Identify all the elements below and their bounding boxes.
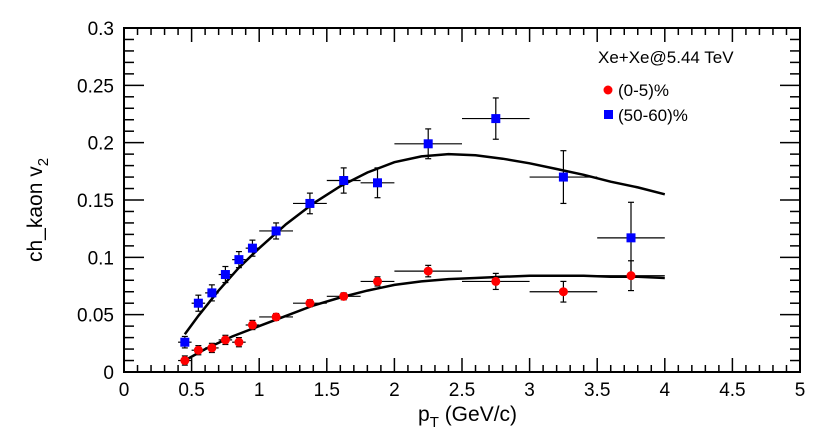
data-point-series-0 [193,345,203,355]
data-point-series-1 [193,298,203,308]
data-point-series-1 [207,288,217,298]
legend-label-50-60: (50-60)% [618,106,688,125]
fit-(0-5)%-curve [184,274,665,362]
x-tick-label: 2.5 [449,380,475,401]
data-point-series-0 [423,266,433,276]
legend-marker-50-60 [604,110,613,119]
data-point-series-0 [234,337,244,347]
x-tick-label: 3.5 [584,380,610,401]
x-tick-label: 5 [795,380,806,401]
data-point-series-0 [558,287,568,297]
y-tick-label: 0 [103,363,114,384]
x-axis-label: pT (GeV/c) [418,403,517,431]
data-point-series-1 [558,172,568,182]
x-tick-label: 4.5 [719,380,745,401]
x-axis-label-unit: (GeV/c) [439,403,517,426]
data-point-series-1 [220,270,230,280]
data-point-series-0 [220,335,230,345]
data-point-series-0 [271,312,281,322]
legend-label-0-5: (0-5)% [618,81,669,100]
data-point-series-1 [271,226,281,236]
data-point-series-1 [491,114,501,124]
data-point-series-0 [626,271,636,281]
data-point-series-0 [339,291,349,301]
data-point-series-0 [207,343,217,353]
data-point-series-1 [247,243,257,253]
x-tick-label: 0 [119,380,130,401]
x-tick-label: 4 [660,380,671,401]
axis-ticks [123,27,801,373]
x-axis-label-sub: T [430,414,439,431]
data-point-series-1 [423,139,433,149]
data-point-series-1 [626,233,636,243]
data-point-series-0 [305,298,315,308]
y-axis-label-main: ch_kaon v [24,166,47,262]
y-tick-label: 0.1 [88,248,114,269]
x-axis-label-main: p [418,403,430,426]
x-tick-label: 1 [254,380,265,401]
y-tick-label: 0.25 [77,76,114,97]
data-point-series-0 [180,356,190,366]
data-point-series-1 [339,176,349,186]
data-point-series-1 [234,255,244,265]
y-tick-label: 0.05 [77,306,114,327]
data-point-series-0 [491,276,501,286]
x-tick-label: 1.5 [314,380,340,401]
y-tick-label: 0.3 [88,19,114,40]
data-point-series-1 [305,198,315,208]
axis-tick-labels: 0 0.5 1 1.5 2 2.5 3 3.5 4 4.5 5 0 0.05 0.1 0.15 0.2 0.25… [77,19,805,401]
legend-title: Xe+Xe@5.44 TeV [598,48,734,67]
y-tick-label: 0.15 [77,191,114,212]
legend-marker-0-5 [603,85,613,95]
x-tick-label: 0.5 [178,380,204,401]
data-markers [180,114,636,366]
legend: Xe+Xe@5.44 TeV (0-5)% (50-60)% [598,48,734,125]
data-point-series-0 [373,276,382,286]
fit-(50-60)%-curve [183,152,666,335]
data-point-series-1 [373,178,382,188]
data-point-series-0 [247,320,257,330]
y-axis-label-sub: 2 [35,158,52,166]
fit-curves [183,152,666,362]
x-tick-label: 2 [389,380,400,401]
data-point-series-1 [180,337,190,347]
x-tick-label: 3 [524,380,535,401]
y-axis-label: ch_kaon v2 [24,158,52,262]
plot-frame [123,27,801,373]
y-tick-label: 0.2 [88,134,114,155]
